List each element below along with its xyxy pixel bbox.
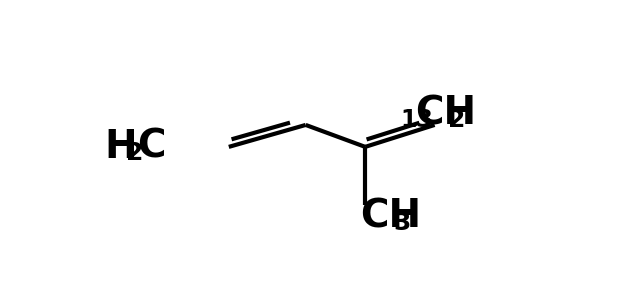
Text: C: C — [137, 128, 166, 166]
Text: 2: 2 — [125, 141, 143, 165]
Text: 13: 13 — [400, 108, 433, 132]
Text: CH: CH — [415, 94, 476, 132]
Text: CH: CH — [360, 197, 421, 235]
Text: 2: 2 — [448, 108, 465, 132]
Text: H: H — [105, 128, 138, 166]
Text: 3: 3 — [393, 211, 410, 235]
